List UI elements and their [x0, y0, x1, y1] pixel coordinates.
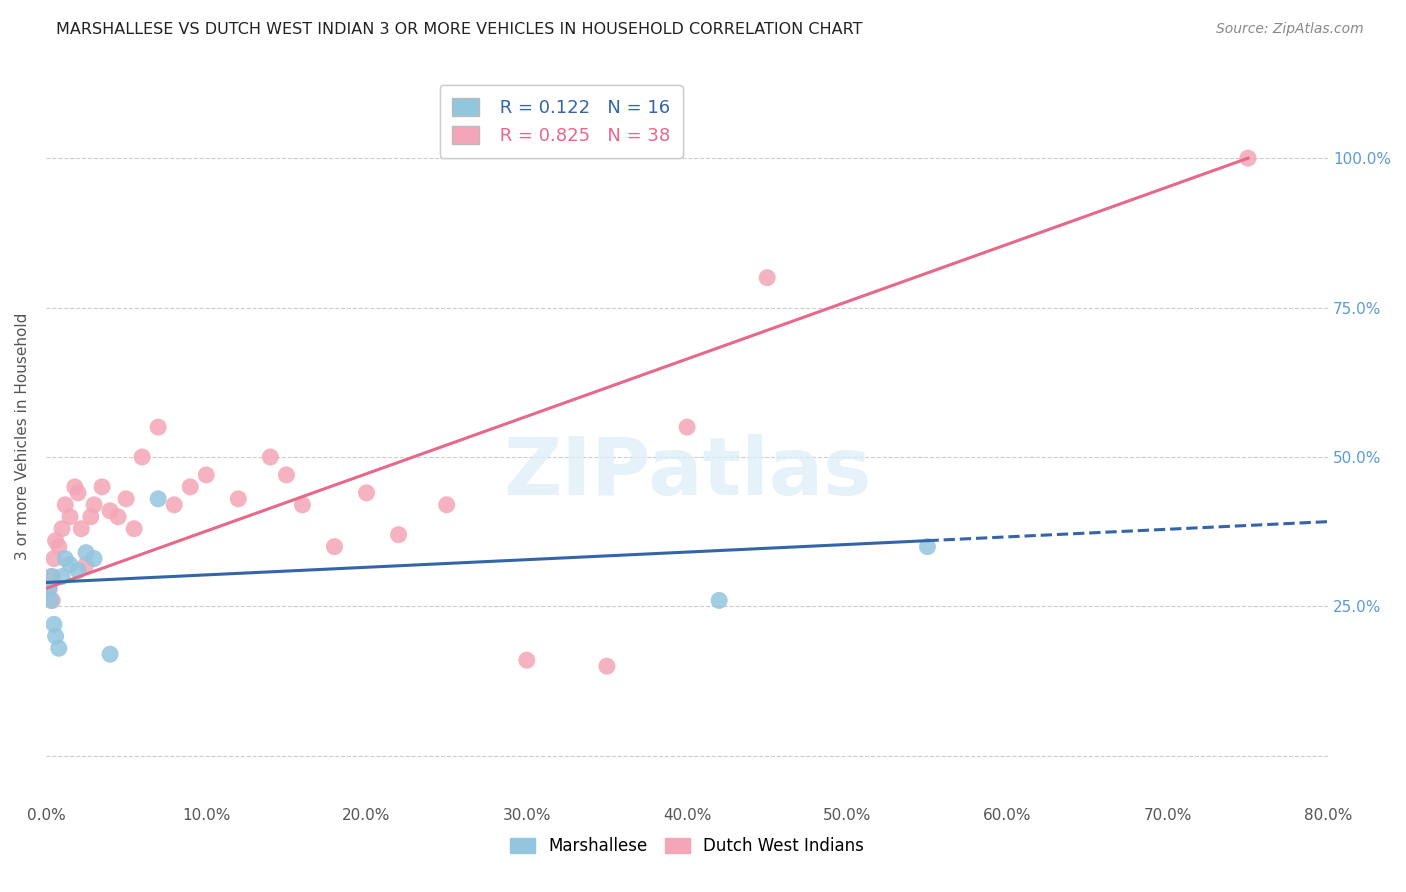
Point — [75, 558, 97, 572]
Text: MARSHALLESE VS DUTCH WEST INDIAN 3 OR MORE VEHICLES IN HOUSEHOLD CORRELATION CHA: MARSHALLESE VS DUTCH WEST INDIAN 3 OR MO… — [56, 22, 863, 37]
Point — [39, 569, 62, 583]
Point — [38, 582, 60, 596]
Point — [48, 641, 70, 656]
Point — [917, 540, 939, 554]
Point — [226, 491, 249, 506]
Point — [80, 509, 103, 524]
Point — [98, 504, 121, 518]
Point — [131, 450, 153, 464]
Text: ZIPatlas: ZIPatlas — [503, 434, 872, 512]
Point — [323, 540, 346, 554]
Point — [66, 564, 89, 578]
Point — [66, 486, 89, 500]
Point — [146, 420, 169, 434]
Point — [38, 582, 60, 596]
Point — [163, 498, 186, 512]
Point — [51, 522, 73, 536]
Point — [41, 569, 63, 583]
Point — [195, 467, 218, 482]
Point — [59, 509, 82, 524]
Point — [41, 593, 63, 607]
Point — [259, 450, 281, 464]
Point — [45, 533, 67, 548]
Point — [45, 629, 67, 643]
Text: Source: ZipAtlas.com: Source: ZipAtlas.com — [1216, 22, 1364, 37]
Point — [756, 270, 779, 285]
Point — [516, 653, 538, 667]
Point — [122, 522, 145, 536]
Point — [83, 498, 105, 512]
Point — [91, 480, 114, 494]
Point — [63, 480, 86, 494]
Point — [146, 491, 169, 506]
Point — [596, 659, 619, 673]
Point — [179, 480, 201, 494]
Point — [707, 593, 730, 607]
Legend:  R = 0.122   N = 16,  R = 0.825   N = 38: R = 0.122 N = 16, R = 0.825 N = 38 — [440, 85, 683, 158]
Point — [676, 420, 699, 434]
Point — [1237, 151, 1260, 165]
Point — [107, 509, 129, 524]
Point — [387, 527, 409, 541]
Point — [75, 546, 97, 560]
Point — [291, 498, 314, 512]
Point — [70, 522, 93, 536]
Point — [39, 593, 62, 607]
Point — [115, 491, 138, 506]
Point — [53, 498, 76, 512]
Point — [53, 551, 76, 566]
Point — [436, 498, 458, 512]
Point — [98, 647, 121, 661]
Point — [48, 540, 70, 554]
Point — [42, 617, 65, 632]
Point — [51, 569, 73, 583]
Point — [356, 486, 378, 500]
Y-axis label: 3 or more Vehicles in Household: 3 or more Vehicles in Household — [15, 312, 30, 560]
Point — [59, 558, 82, 572]
Point — [276, 467, 298, 482]
Point — [42, 551, 65, 566]
Point — [83, 551, 105, 566]
